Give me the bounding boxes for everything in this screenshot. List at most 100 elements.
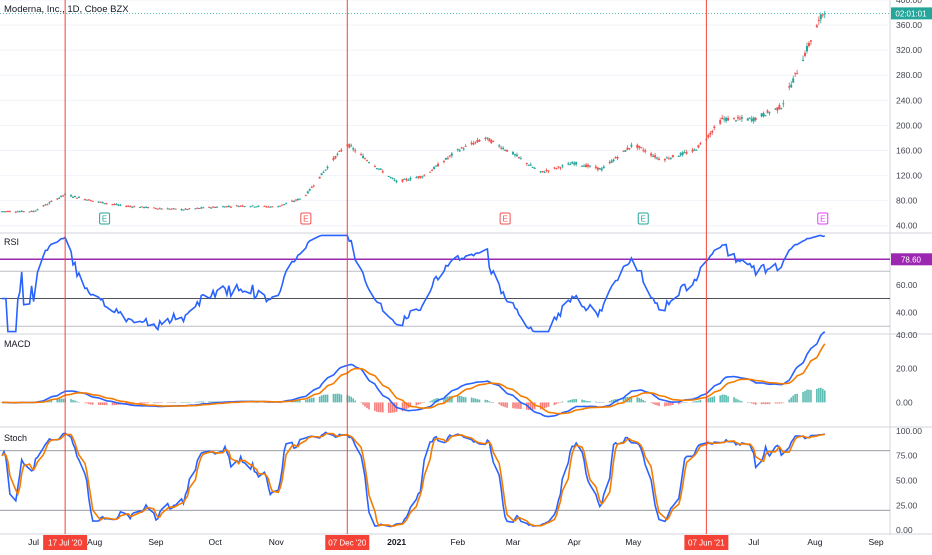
macd-histogram-bar: [697, 400, 700, 403]
macd-histogram-bar: [672, 402, 674, 405]
candle-body: [423, 175, 426, 177]
macd-histogram-bar: [214, 401, 216, 403]
macd-histogram-bar: [602, 401, 605, 403]
candle-body: [450, 153, 453, 156]
candle-body: [809, 40, 812, 42]
candle-body: [442, 161, 445, 163]
candle-body: [129, 206, 132, 208]
macd-histogram-bar: [553, 402, 556, 406]
candle-body: [393, 179, 396, 181]
candle-body: [348, 144, 351, 148]
candle-body: [188, 208, 191, 210]
candle-body: [241, 205, 244, 207]
macd-histogram-bar: [490, 402, 493, 403]
macd-histogram-bar: [636, 397, 639, 403]
candle-body: [636, 144, 639, 148]
macd-histogram-bar: [561, 401, 564, 403]
candle-body: [145, 206, 148, 208]
candle-body: [283, 204, 286, 206]
macd-histogram-bar: [212, 401, 214, 403]
candlestick-series: [1, 10, 826, 213]
macd-histogram-bar: [472, 398, 475, 403]
candle-body: [97, 201, 100, 203]
candle-body: [555, 168, 558, 170]
macd-histogram-bar: [393, 402, 396, 413]
macd-histogram-bar: [188, 401, 191, 403]
candle-body: [310, 187, 313, 189]
candle-body: [103, 203, 106, 205]
candle-body: [14, 211, 17, 213]
candle-body: [75, 197, 78, 199]
candle-body: [332, 157, 335, 160]
candle-body: [713, 126, 716, 129]
macd-histogram-bar: [808, 389, 810, 403]
candle-body: [70, 195, 73, 197]
price-axis-tick-label: 240.00: [896, 95, 922, 105]
candle-body: [257, 205, 260, 207]
candle-body: [253, 206, 256, 208]
macd-histogram-bar: [350, 396, 353, 403]
candle-body: [210, 207, 213, 209]
earnings-badge[interactable]: E: [99, 212, 111, 225]
macd-histogram-bar: [601, 402, 603, 403]
candle-body: [139, 206, 142, 208]
macd-histogram-bar: [506, 402, 508, 408]
macd-histogram-bar: [91, 402, 94, 405]
candle-body: [44, 204, 47, 206]
earnings-badge[interactable]: E: [817, 212, 829, 225]
candle-body: [72, 196, 75, 198]
macd-histogram-bar: [652, 402, 654, 404]
candle-body: [553, 167, 556, 169]
candle-body: [444, 157, 447, 160]
macd-histogram-bar: [792, 395, 794, 403]
candle-body: [754, 117, 757, 120]
earnings-badge[interactable]: E: [499, 212, 511, 225]
macd-histogram-bar: [364, 402, 366, 407]
earnings-badge-box: [99, 212, 111, 225]
macd-histogram-bar: [84, 402, 86, 403]
macd-histogram-bar: [788, 399, 791, 403]
macd-histogram-bar: [599, 402, 601, 403]
last-price-tag: [891, 7, 932, 20]
candle-body: [752, 117, 755, 122]
candle-body: [794, 72, 797, 74]
candle-body: [367, 162, 370, 164]
time-axis-highlight-label: 17 Jul '20: [48, 539, 83, 548]
candle-body: [180, 209, 183, 211]
rsi-pane-label: RSI: [4, 237, 19, 247]
earnings-badge[interactable]: E: [300, 212, 312, 225]
macd-histogram-bar: [62, 398, 64, 403]
macd-histogram-bar: [474, 398, 477, 403]
macd-histogram-bar: [539, 402, 542, 410]
time-axis-label: Aug: [87, 537, 102, 547]
macd-histogram-bar: [210, 401, 212, 403]
candle-body: [732, 117, 735, 119]
macd-histogram-bar: [516, 402, 518, 409]
candle-body: [557, 166, 560, 168]
candle-body: [547, 170, 550, 172]
macd-histogram-bar: [312, 397, 315, 403]
price-axis-tick-label: 80.00: [896, 196, 918, 206]
macd-histogram-bar: [318, 396, 321, 403]
macd-histogram-bar: [806, 389, 808, 403]
candle-body: [251, 205, 254, 207]
candle-body: [725, 117, 728, 122]
macd-axis-tick-label: 40.00: [896, 330, 918, 340]
macd-histogram-bar: [543, 402, 546, 409]
macd-histogram-bar: [766, 402, 769, 405]
macd-histogram-bar: [498, 402, 501, 405]
macd-histogram-bar: [460, 396, 463, 403]
stoch-k-line: [1, 431, 825, 528]
candle-body: [298, 198, 301, 200]
candle-body: [46, 204, 49, 206]
earnings-badge-letter: E: [102, 215, 107, 224]
earnings-badge[interactable]: E: [637, 212, 649, 225]
candle-body: [56, 198, 59, 200]
candle-body: [805, 45, 808, 52]
macd-histogram-bar: [654, 402, 656, 405]
candle-body: [677, 155, 680, 157]
candle-body: [28, 211, 31, 213]
